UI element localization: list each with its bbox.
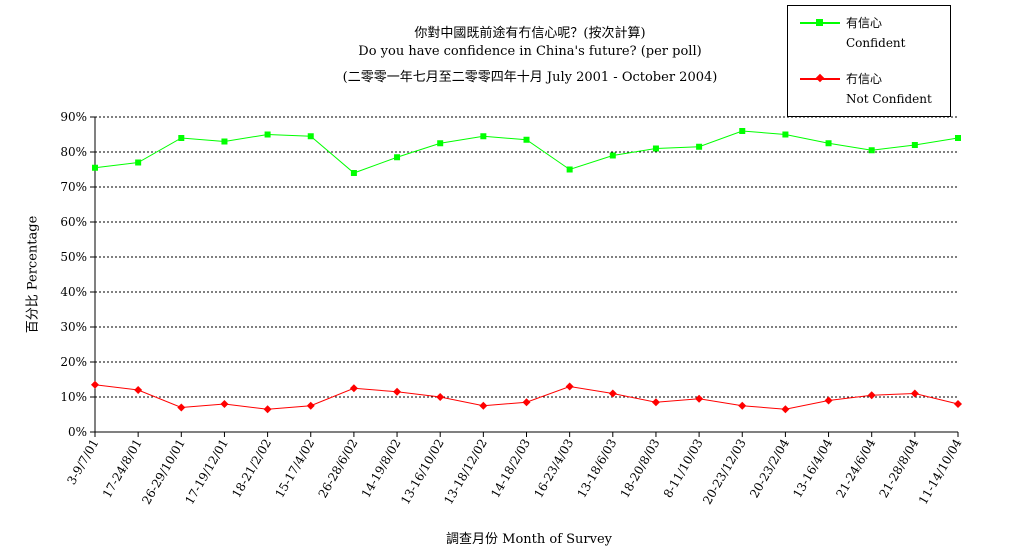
legend-label-not-confident-en: Not Confident xyxy=(846,92,932,106)
y-tick-label: 80% xyxy=(60,145,87,159)
legend-label-confident-cn: 有信心 xyxy=(846,16,883,30)
x-tick-label: 14-19/8/02 xyxy=(359,437,404,501)
data-point-confident xyxy=(609,152,616,159)
y-tick-label: 60% xyxy=(60,215,87,229)
data-point-not-confident xyxy=(910,389,919,398)
data-point-confident xyxy=(264,131,271,138)
x-tick-label: 8-11/10/03 xyxy=(661,437,706,501)
x-tick-label: 20-23/2/04 xyxy=(747,436,792,500)
x-tick-label: 14-18/2/03 xyxy=(488,437,533,501)
legend-label-confident-en: Confident xyxy=(846,36,906,50)
data-point-confident xyxy=(868,147,875,154)
chart-title-chinese: 你對中國既前途有冇信心呢？(按次計算) xyxy=(414,26,646,41)
x-tick-label: 18-20/8/03 xyxy=(618,437,663,501)
x-tick-label: 13-18/12/02 xyxy=(441,436,490,506)
data-point-not-confident xyxy=(608,389,617,398)
data-point-confident xyxy=(652,145,659,152)
chart-subtitle: (二零零一年七月至二零零四年十月 July 2001 - October 200… xyxy=(342,70,718,85)
data-point-confident xyxy=(350,170,357,176)
data-point-confident xyxy=(911,142,918,148)
legend-square-marker-icon xyxy=(816,19,823,26)
y-tick-label: 10% xyxy=(60,390,87,404)
data-point-not-confident xyxy=(954,400,962,408)
legend-label-not-confident-cn: 冇信心 xyxy=(846,72,883,86)
data-point-not-confident xyxy=(522,398,531,407)
legend: 有信心 Confident 冇信心 Not Confident xyxy=(787,5,951,117)
x-tick-label: 15-17/4/02 xyxy=(272,437,317,501)
y-tick-label: 50% xyxy=(60,250,87,264)
data-point-not-confident xyxy=(867,391,876,400)
x-axis-title: 調查月份 Month of Survey xyxy=(446,532,613,547)
data-point-confident xyxy=(825,140,832,147)
data-point-confident xyxy=(221,138,228,145)
x-tick-label: 16-23/4/03 xyxy=(531,437,576,501)
y-tick-label: 70% xyxy=(60,180,87,194)
data-point-confident xyxy=(307,133,314,140)
data-point-not-confident xyxy=(91,380,99,389)
x-tick-label: 13-16/4/04 xyxy=(790,436,835,500)
chart-title-english: Do you have confidence in China's future… xyxy=(358,44,702,59)
data-point-not-confident xyxy=(436,393,445,401)
data-point-confident xyxy=(739,128,746,134)
data-point-confident xyxy=(178,135,185,141)
data-point-not-confident xyxy=(306,401,315,410)
x-tick-label: 18-21/2/02 xyxy=(229,437,274,501)
data-point-confident xyxy=(523,136,530,143)
data-point-not-confident xyxy=(177,403,186,412)
y-tick-label: 40% xyxy=(60,285,87,299)
data-point-not-confident xyxy=(565,382,574,391)
data-point-confident xyxy=(480,133,487,140)
data-point-not-confident xyxy=(349,384,358,393)
data-point-not-confident xyxy=(134,386,143,394)
y-axis-title: 百分比 Percentage xyxy=(25,215,41,334)
x-tick-label: 11-14/10/04 xyxy=(916,436,965,507)
x-tick-label: 17-19/12/01 xyxy=(182,437,231,507)
data-point-not-confident xyxy=(263,405,272,414)
data-point-confident xyxy=(135,159,142,166)
data-point-confident xyxy=(92,164,98,171)
data-point-confident xyxy=(696,143,703,150)
data-point-confident xyxy=(394,154,401,161)
x-tick-label: 3-9/7/01 xyxy=(64,437,101,488)
data-point-not-confident xyxy=(220,400,229,408)
x-tick-label: 26-28/6/02 xyxy=(316,437,361,501)
data-point-not-confident xyxy=(824,396,833,405)
x-tick-label: 21-28/8/04 xyxy=(877,436,922,500)
data-point-not-confident xyxy=(738,401,747,410)
y-tick-label: 0% xyxy=(68,425,87,439)
x-tick-label: 17-24/8/01 xyxy=(100,437,145,501)
data-point-not-confident xyxy=(781,405,790,414)
data-point-confident xyxy=(955,135,961,141)
data-point-not-confident xyxy=(393,387,402,396)
data-point-not-confident xyxy=(479,401,488,410)
x-tick-label: 20-23/12/03 xyxy=(700,437,749,507)
data-point-confident xyxy=(782,131,789,138)
x-tick-label: 13-16/10/02 xyxy=(398,437,447,507)
x-tick-label: 13-18/6/03 xyxy=(574,437,619,501)
y-tick-label: 90% xyxy=(60,110,87,124)
data-point-confident xyxy=(437,140,444,147)
legend-diamond-marker-icon xyxy=(815,73,825,83)
data-point-not-confident xyxy=(695,394,704,403)
y-tick-label: 30% xyxy=(60,320,87,334)
x-tick-label: 21-24/6/04 xyxy=(833,436,878,500)
y-tick-label: 20% xyxy=(60,355,87,369)
x-tick-label: 26-29/10/01 xyxy=(139,437,188,507)
data-point-confident xyxy=(566,166,573,173)
data-point-not-confident xyxy=(651,398,660,407)
